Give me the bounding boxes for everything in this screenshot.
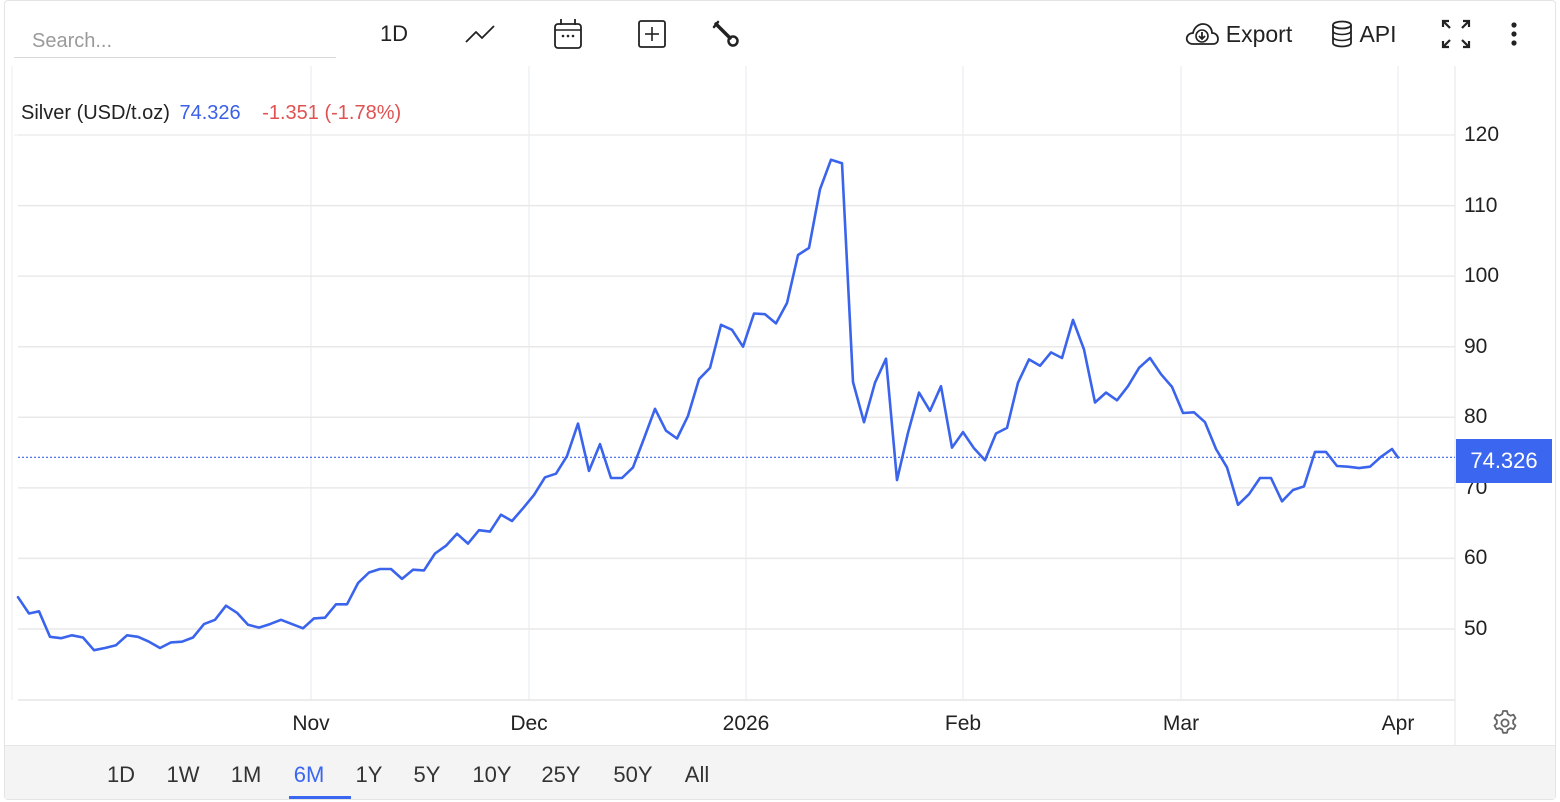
api-button[interactable]: API <box>1328 14 1400 54</box>
y-tick-label: 80 <box>1464 405 1488 429</box>
range-selector: 1D 1W 1M 6M 1Y 5Y 10Y 25Y 50Y All <box>5 745 1555 799</box>
y-tick-label: 100 <box>1464 264 1500 288</box>
add-indicator-button[interactable] <box>634 14 670 54</box>
y-tick-label: 60 <box>1464 546 1488 570</box>
interval-button[interactable]: 1D <box>376 14 412 54</box>
interval-label: 1D <box>379 21 409 46</box>
api-label: API <box>1359 20 1397 47</box>
x-tick-label: Dec <box>510 712 548 735</box>
range-option-50y[interactable]: 50Y <box>613 762 653 787</box>
search-input[interactable] <box>14 20 336 58</box>
wrench-icon <box>711 19 741 49</box>
tools-button[interactable] <box>708 14 744 54</box>
cloud-download-icon <box>1184 21 1220 47</box>
active-range-indicator <box>289 796 351 799</box>
chart-widget-frame <box>4 0 1556 800</box>
more-menu-button[interactable] <box>1500 14 1528 54</box>
calendar-icon <box>553 18 583 50</box>
y-tick-label: 110 <box>1464 193 1498 217</box>
x-tick-label: Apr <box>1381 712 1415 735</box>
chart-area[interactable]: Silver (USD/t.oz) 74.326 -1.351 (-1.78%)… <box>0 0 1560 745</box>
y-tick-label: 120 <box>1464 123 1500 146</box>
price-plot[interactable] <box>0 0 1560 745</box>
export-label: Export <box>1225 20 1293 47</box>
chart-legend: Silver (USD/t.oz) 74.326 -1.351 (-1.78%) <box>21 102 401 125</box>
instrument-name: Silver (USD/t.oz) <box>21 102 170 124</box>
range-option-all[interactable]: All <box>684 762 710 787</box>
date-range-button[interactable] <box>550 14 586 54</box>
range-option-1w[interactable]: 1W <box>166 762 200 787</box>
x-tick-label: Nov <box>292 712 330 735</box>
x-tick-label: Feb <box>944 712 982 735</box>
range-option-10y[interactable]: 10Y <box>472 762 512 787</box>
price-change: -1.351 (-1.78%) <box>262 102 402 124</box>
toolbar: 1D Export API <box>0 0 1560 66</box>
current-price: 74.326 <box>179 102 241 124</box>
last-price-badge: 74.326 <box>1456 439 1552 483</box>
kebab-menu-icon <box>1510 21 1518 47</box>
chart-type-button[interactable] <box>462 14 498 54</box>
fullscreen-button[interactable] <box>1438 14 1474 54</box>
range-option-5y[interactable]: 5Y <box>413 762 441 787</box>
database-icon <box>1331 20 1353 48</box>
add-indicator-icon <box>637 19 667 49</box>
line-chart-icon <box>464 23 496 45</box>
expand-icon <box>1440 18 1472 50</box>
range-option-6m[interactable]: 6M <box>293 762 325 787</box>
y-tick-label: 90 <box>1464 334 1488 358</box>
y-tick-label: 50 <box>1464 616 1488 640</box>
range-option-1m[interactable]: 1M <box>230 762 262 787</box>
range-option-25y[interactable]: 25Y <box>541 762 581 787</box>
chart-settings-button[interactable] <box>1490 708 1520 738</box>
range-option-1d[interactable]: 1D <box>106 762 136 787</box>
export-button[interactable]: Export <box>1180 14 1296 54</box>
x-tick-label: Mar <box>1162 712 1200 735</box>
range-option-1y[interactable]: 1Y <box>355 762 383 787</box>
gear-icon <box>1490 710 1520 742</box>
x-tick-label: 2026 <box>722 712 770 735</box>
